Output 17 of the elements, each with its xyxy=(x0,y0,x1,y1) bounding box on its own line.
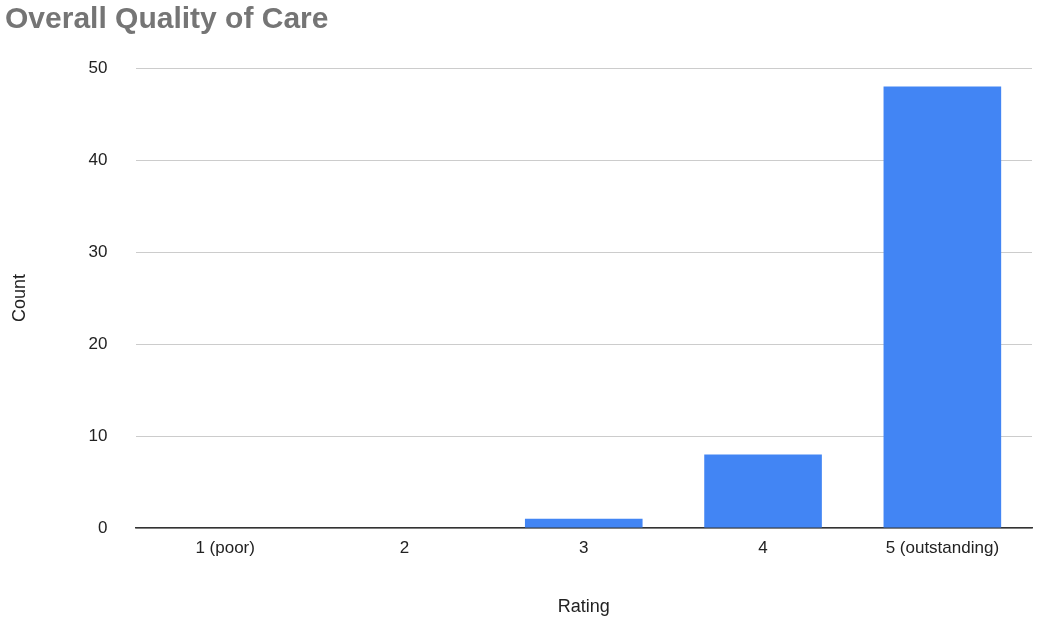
x-tick-label: 3 xyxy=(579,537,589,557)
chart-title: Overall Quality of Care xyxy=(5,1,329,35)
y-tick-label: 40 xyxy=(88,149,108,169)
bar xyxy=(883,86,1002,528)
y-tick-label: 20 xyxy=(88,333,108,353)
x-tick-label: 1 (poor) xyxy=(195,537,255,557)
y-tick-label: 50 xyxy=(88,57,108,77)
x-tick-label: 4 xyxy=(758,537,768,557)
y-tick-label: 30 xyxy=(88,241,108,261)
y-tick-label: 0 xyxy=(98,517,108,537)
bar xyxy=(524,518,643,528)
x-axis-title: Rating xyxy=(557,596,610,617)
y-axis-title: Count xyxy=(8,273,29,323)
x-tick-label: 2 xyxy=(399,537,410,557)
x-tick-label: 5 (outstanding) xyxy=(885,537,1000,557)
bar xyxy=(704,454,822,528)
y-tick-label: 10 xyxy=(88,425,108,445)
